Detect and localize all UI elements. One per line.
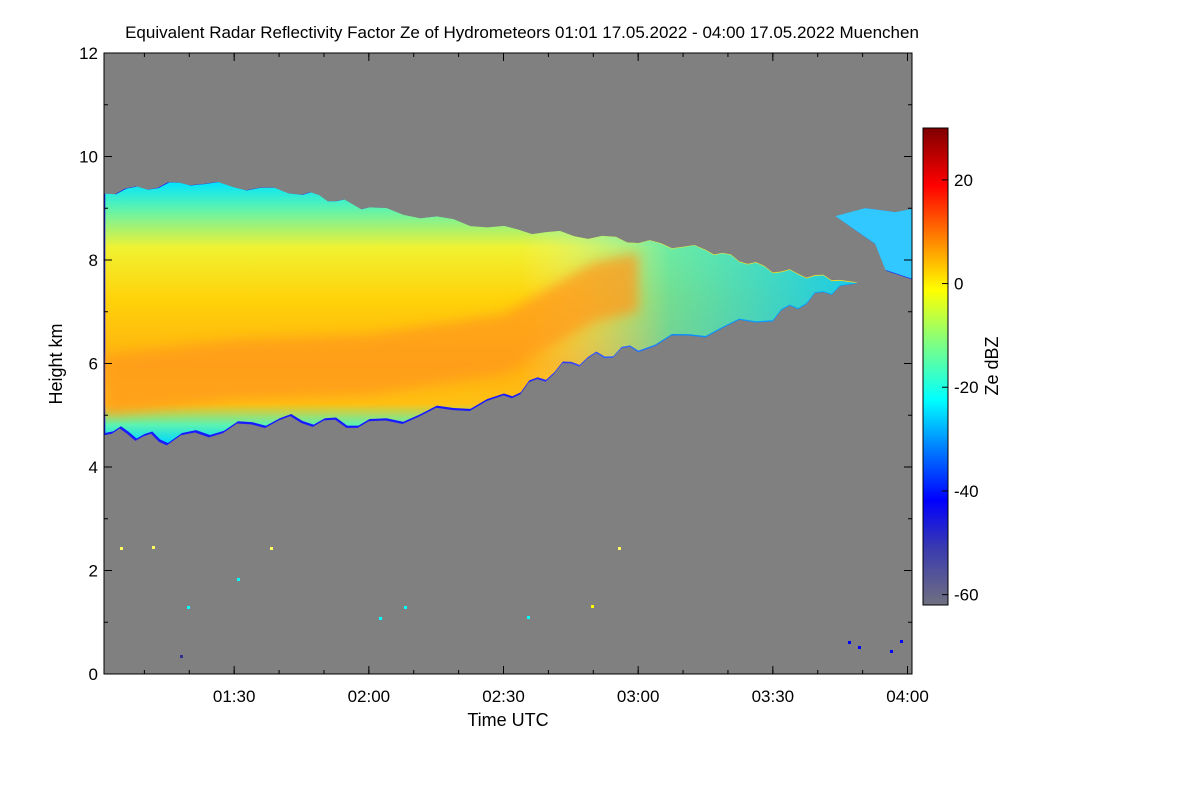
clutter-speck (618, 547, 621, 550)
y-tick-label: 4 (89, 458, 98, 477)
chart-title: Equivalent Radar Reflectivity Factor Ze … (125, 23, 919, 42)
clutter-speck (379, 617, 382, 620)
y-tick-label: 0 (89, 665, 98, 684)
clutter-speck (237, 578, 240, 581)
plot-area (103, 52, 913, 675)
clutter-speck (404, 606, 407, 609)
clutter-speck (591, 605, 594, 608)
colorbar-tick-label: 0 (954, 275, 963, 294)
x-tick-label: 03:00 (617, 687, 660, 706)
x-tick-label: 02:30 (482, 687, 525, 706)
y-tick-label: 8 (89, 251, 98, 270)
y-tick-label: 10 (79, 148, 98, 167)
x-tick-label: 02:00 (348, 687, 391, 706)
clutter-speck (900, 640, 903, 643)
x-axis: 01:30 02:00 02:30 03:00 03:30 04:00 (143, 53, 929, 706)
x-axis-label: Time UTC (467, 710, 548, 730)
colorbar-gradient (922, 127, 949, 606)
y-tick-label: 12 (79, 44, 98, 63)
clutter-echoes (120, 546, 903, 658)
y-tick-label: 2 (89, 562, 98, 581)
clutter-speck (270, 547, 273, 550)
clutter-speck (848, 641, 851, 644)
colorbar: 20 0 -20 -40 -60 Ze dBZ (922, 127, 1002, 606)
colorbar-ticks: 20 0 -20 -40 -60 (942, 171, 979, 605)
clutter-speck (858, 646, 861, 649)
x-tick-label: 04:00 (886, 687, 929, 706)
y-tick-label: 6 (89, 355, 98, 374)
colorbar-tick-label: 20 (954, 171, 973, 190)
colorbar-tick-label: -40 (954, 482, 979, 501)
clutter-speck (527, 616, 530, 619)
x-tick-label: 03:30 (752, 687, 795, 706)
y-axis-label: Height km (46, 323, 66, 404)
clutter-speck (890, 650, 893, 653)
x-tick-label: 01:30 (213, 687, 256, 706)
colorbar-tick-label: -20 (954, 378, 979, 397)
clutter-speck (120, 547, 123, 550)
clutter-speck (180, 655, 183, 658)
colorbar-label: Ze dBZ (982, 336, 1002, 395)
cloud-echo (104, 182, 912, 446)
second-cloud-body (835, 208, 912, 279)
reflectivity-core (104, 252, 639, 416)
colorbar-tick-label: -60 (954, 586, 979, 605)
clutter-speck (187, 606, 190, 609)
clutter-speck (152, 546, 155, 549)
y-axis: 0 2 4 6 8 10 12 (79, 44, 912, 684)
